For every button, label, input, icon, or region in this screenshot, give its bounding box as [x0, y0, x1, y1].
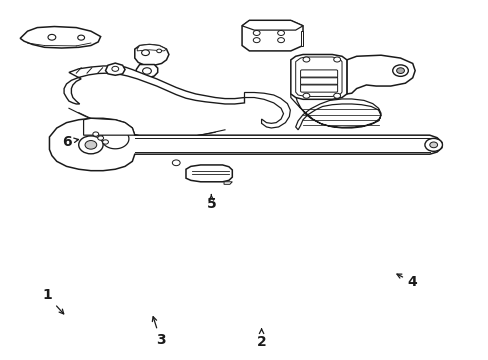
Circle shape	[79, 136, 103, 154]
Text: 2: 2	[256, 329, 266, 349]
Circle shape	[112, 66, 119, 71]
Circle shape	[78, 35, 84, 40]
Polygon shape	[136, 64, 158, 77]
Circle shape	[277, 38, 284, 42]
Polygon shape	[290, 94, 380, 130]
Circle shape	[424, 138, 442, 151]
Polygon shape	[64, 66, 244, 104]
Polygon shape	[137, 44, 166, 51]
Circle shape	[98, 136, 103, 140]
Circle shape	[303, 57, 309, 62]
Circle shape	[142, 50, 149, 55]
Polygon shape	[224, 182, 232, 184]
Circle shape	[429, 142, 437, 148]
Circle shape	[102, 140, 108, 144]
Circle shape	[253, 31, 260, 36]
Text: 1: 1	[42, 288, 63, 314]
Polygon shape	[49, 118, 441, 171]
Circle shape	[172, 160, 180, 166]
Polygon shape	[300, 31, 303, 45]
Polygon shape	[244, 93, 290, 128]
Circle shape	[253, 38, 260, 42]
Polygon shape	[83, 118, 135, 135]
Polygon shape	[242, 21, 303, 30]
Polygon shape	[346, 55, 414, 94]
Polygon shape	[135, 44, 168, 65]
Circle shape	[48, 35, 56, 40]
Text: 6: 6	[61, 135, 79, 149]
Circle shape	[303, 93, 309, 98]
Circle shape	[333, 57, 340, 62]
Circle shape	[277, 31, 284, 36]
Circle shape	[392, 65, 407, 76]
Polygon shape	[242, 21, 303, 51]
Polygon shape	[20, 27, 101, 48]
Circle shape	[396, 68, 404, 73]
Polygon shape	[295, 57, 341, 96]
Circle shape	[85, 140, 97, 149]
Polygon shape	[185, 165, 232, 182]
Circle shape	[333, 93, 340, 98]
Text: 5: 5	[206, 195, 216, 211]
Polygon shape	[105, 63, 125, 75]
Text: 3: 3	[152, 317, 165, 347]
Polygon shape	[290, 54, 346, 99]
Circle shape	[157, 49, 161, 53]
Circle shape	[93, 132, 99, 136]
Circle shape	[142, 68, 151, 74]
Text: 4: 4	[396, 274, 417, 289]
